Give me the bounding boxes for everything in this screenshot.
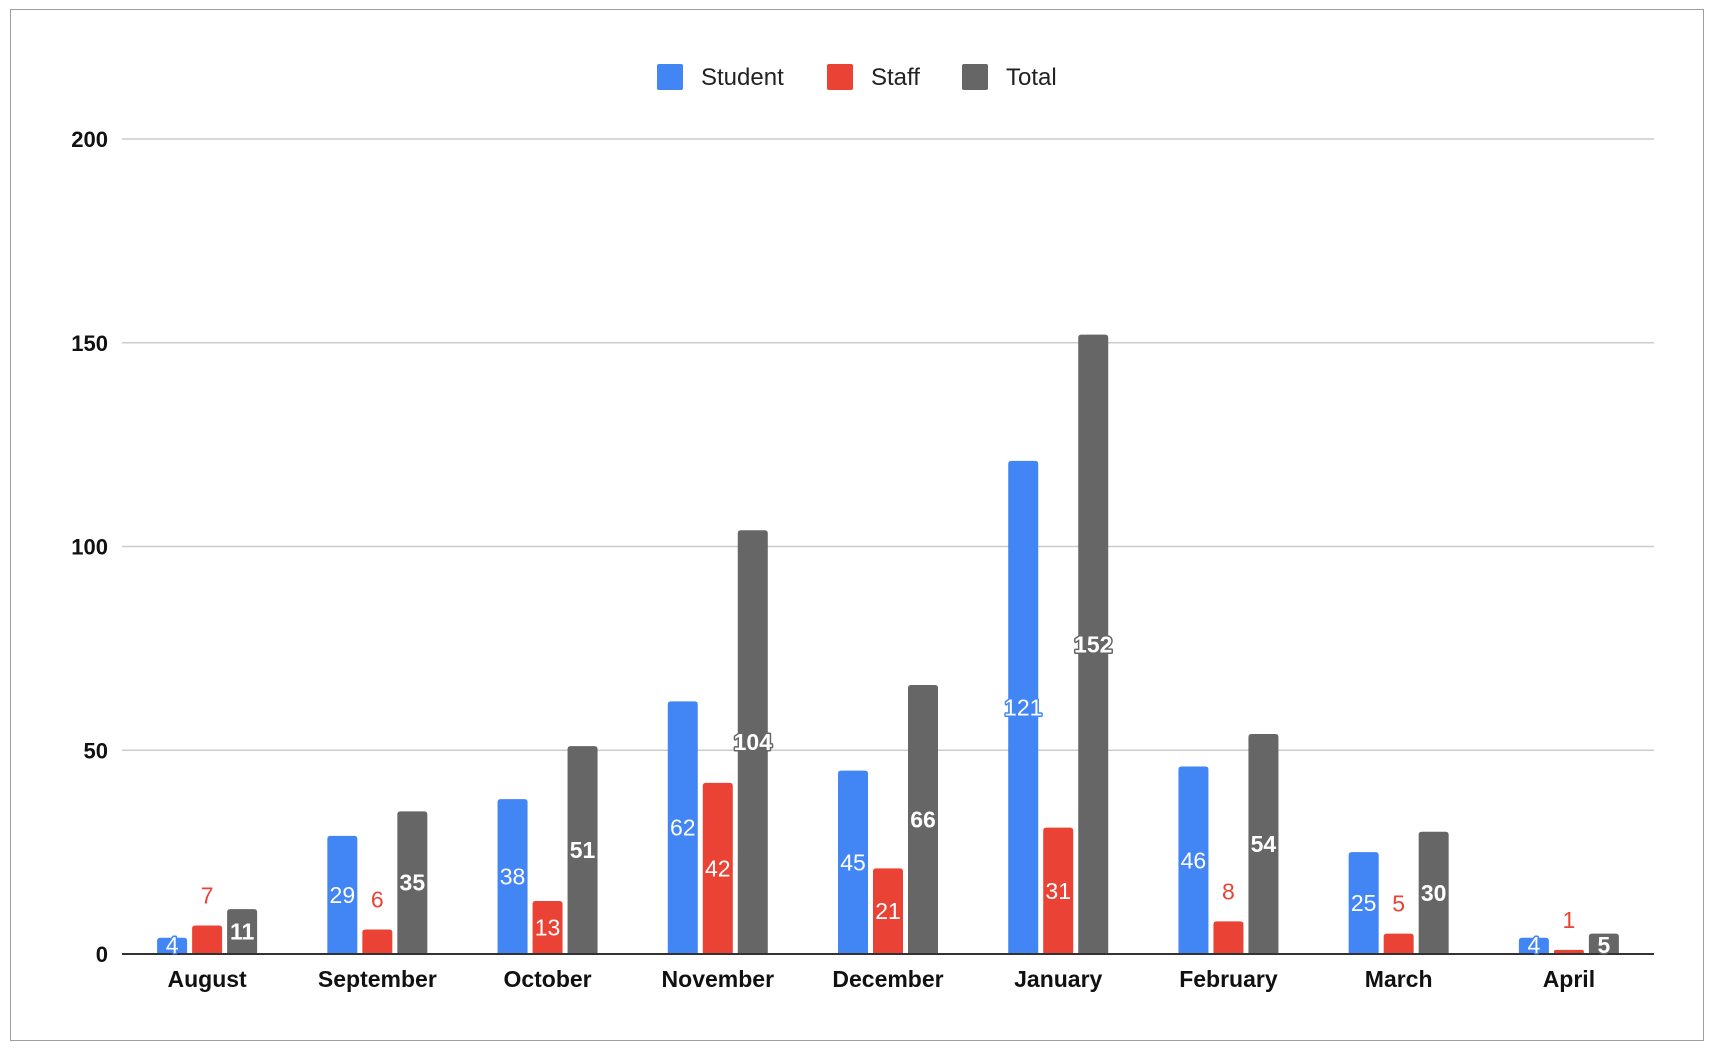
- y-tick-label: 150: [71, 331, 108, 356]
- data-label: 46: [1181, 847, 1207, 873]
- data-label: 11: [230, 919, 255, 945]
- legend-label-total: Total: [1006, 64, 1057, 91]
- data-label: 8: [1222, 878, 1235, 904]
- data-label: 5: [1597, 932, 1610, 958]
- data-label: 21: [875, 898, 901, 924]
- bar-student-december: [838, 770, 868, 954]
- bar-student-january: [1008, 460, 1039, 954]
- data-label: 54: [1251, 831, 1277, 857]
- legend-swatch-student: [657, 64, 683, 90]
- data-label: 30: [1421, 880, 1447, 906]
- bar-student-september: [327, 835, 358, 954]
- y-tick-label: 50: [84, 738, 108, 763]
- x-tick-label: February: [1179, 966, 1278, 992]
- data-label: 51: [570, 837, 596, 863]
- bar-total-december: [908, 685, 938, 954]
- data-label: 152: [1074, 631, 1112, 657]
- data-label: 4: [166, 932, 179, 958]
- x-tick-label: August: [168, 966, 248, 992]
- data-label: 121: [1004, 694, 1042, 720]
- data-label: 31: [1045, 878, 1071, 904]
- y-tick-label: 100: [71, 535, 108, 560]
- x-tick-label: January: [1014, 966, 1102, 992]
- bar-total-february: [1248, 733, 1279, 954]
- bar-student-august: [157, 937, 188, 954]
- legend-swatch-total: [962, 64, 988, 90]
- bar-staff-october: [532, 901, 563, 954]
- bar-staff-september: [362, 929, 393, 954]
- legend-label-student: Student: [701, 64, 784, 91]
- gridlines: [122, 138, 1654, 751]
- bar-student-october: [497, 799, 528, 954]
- data-label: 29: [330, 882, 356, 908]
- bar-staff-april: [1553, 949, 1584, 954]
- bar-student-november: [667, 701, 698, 954]
- data-label: 66: [910, 807, 936, 833]
- y-tick-label: 0: [96, 942, 108, 967]
- data-label: 5: [1392, 891, 1405, 917]
- bar-staff-december: [873, 868, 903, 954]
- legend-label-staff: Staff: [871, 64, 920, 91]
- bar-total-april: [1588, 933, 1619, 954]
- data-label: 62: [670, 815, 696, 841]
- bar-student-february: [1178, 766, 1209, 954]
- x-tick-label: September: [318, 966, 437, 992]
- x-tick-label: November: [662, 966, 775, 992]
- data-label: 45: [840, 849, 866, 875]
- data-label: 35: [400, 870, 426, 896]
- bar-total-january: [1078, 334, 1109, 955]
- bar-staff-february: [1213, 921, 1244, 954]
- x-tick-label: December: [832, 966, 943, 992]
- legend: Student Staff Total: [657, 64, 1057, 91]
- x-tick-label: March: [1365, 966, 1433, 992]
- bar-staff-january: [1043, 827, 1074, 954]
- data-label: 1: [1562, 907, 1575, 933]
- bar-student-april: [1518, 937, 1549, 954]
- data-label: 25: [1351, 890, 1377, 916]
- bar-staff-august: [192, 925, 223, 954]
- bar-total-march: [1418, 831, 1449, 954]
- x-axis-labels: August September October November December Ja…: [168, 966, 1596, 992]
- bar-total-september: [397, 811, 428, 954]
- y-axis-ticks: 0 50 100 150 200: [71, 127, 108, 967]
- data-label: 42: [705, 855, 731, 881]
- data-label: 7: [201, 882, 214, 908]
- data-label: 13: [535, 915, 561, 941]
- bar-total-october: [567, 746, 598, 954]
- data-label: 38: [500, 864, 526, 890]
- data-label: 4: [1527, 932, 1540, 958]
- bar-total-november: [737, 530, 768, 954]
- y-tick-label: 200: [71, 127, 108, 152]
- bar-total-august: [227, 909, 258, 954]
- data-label: 6: [371, 887, 384, 913]
- bar-staff-november: [702, 782, 733, 954]
- bar-student-march: [1348, 852, 1379, 954]
- x-tick-label: April: [1543, 966, 1595, 992]
- bars: [157, 334, 1619, 955]
- legend-swatch-staff: [827, 64, 853, 90]
- data-label: 104: [734, 729, 773, 755]
- bar-staff-march: [1383, 933, 1414, 954]
- x-tick-label: October: [503, 966, 591, 992]
